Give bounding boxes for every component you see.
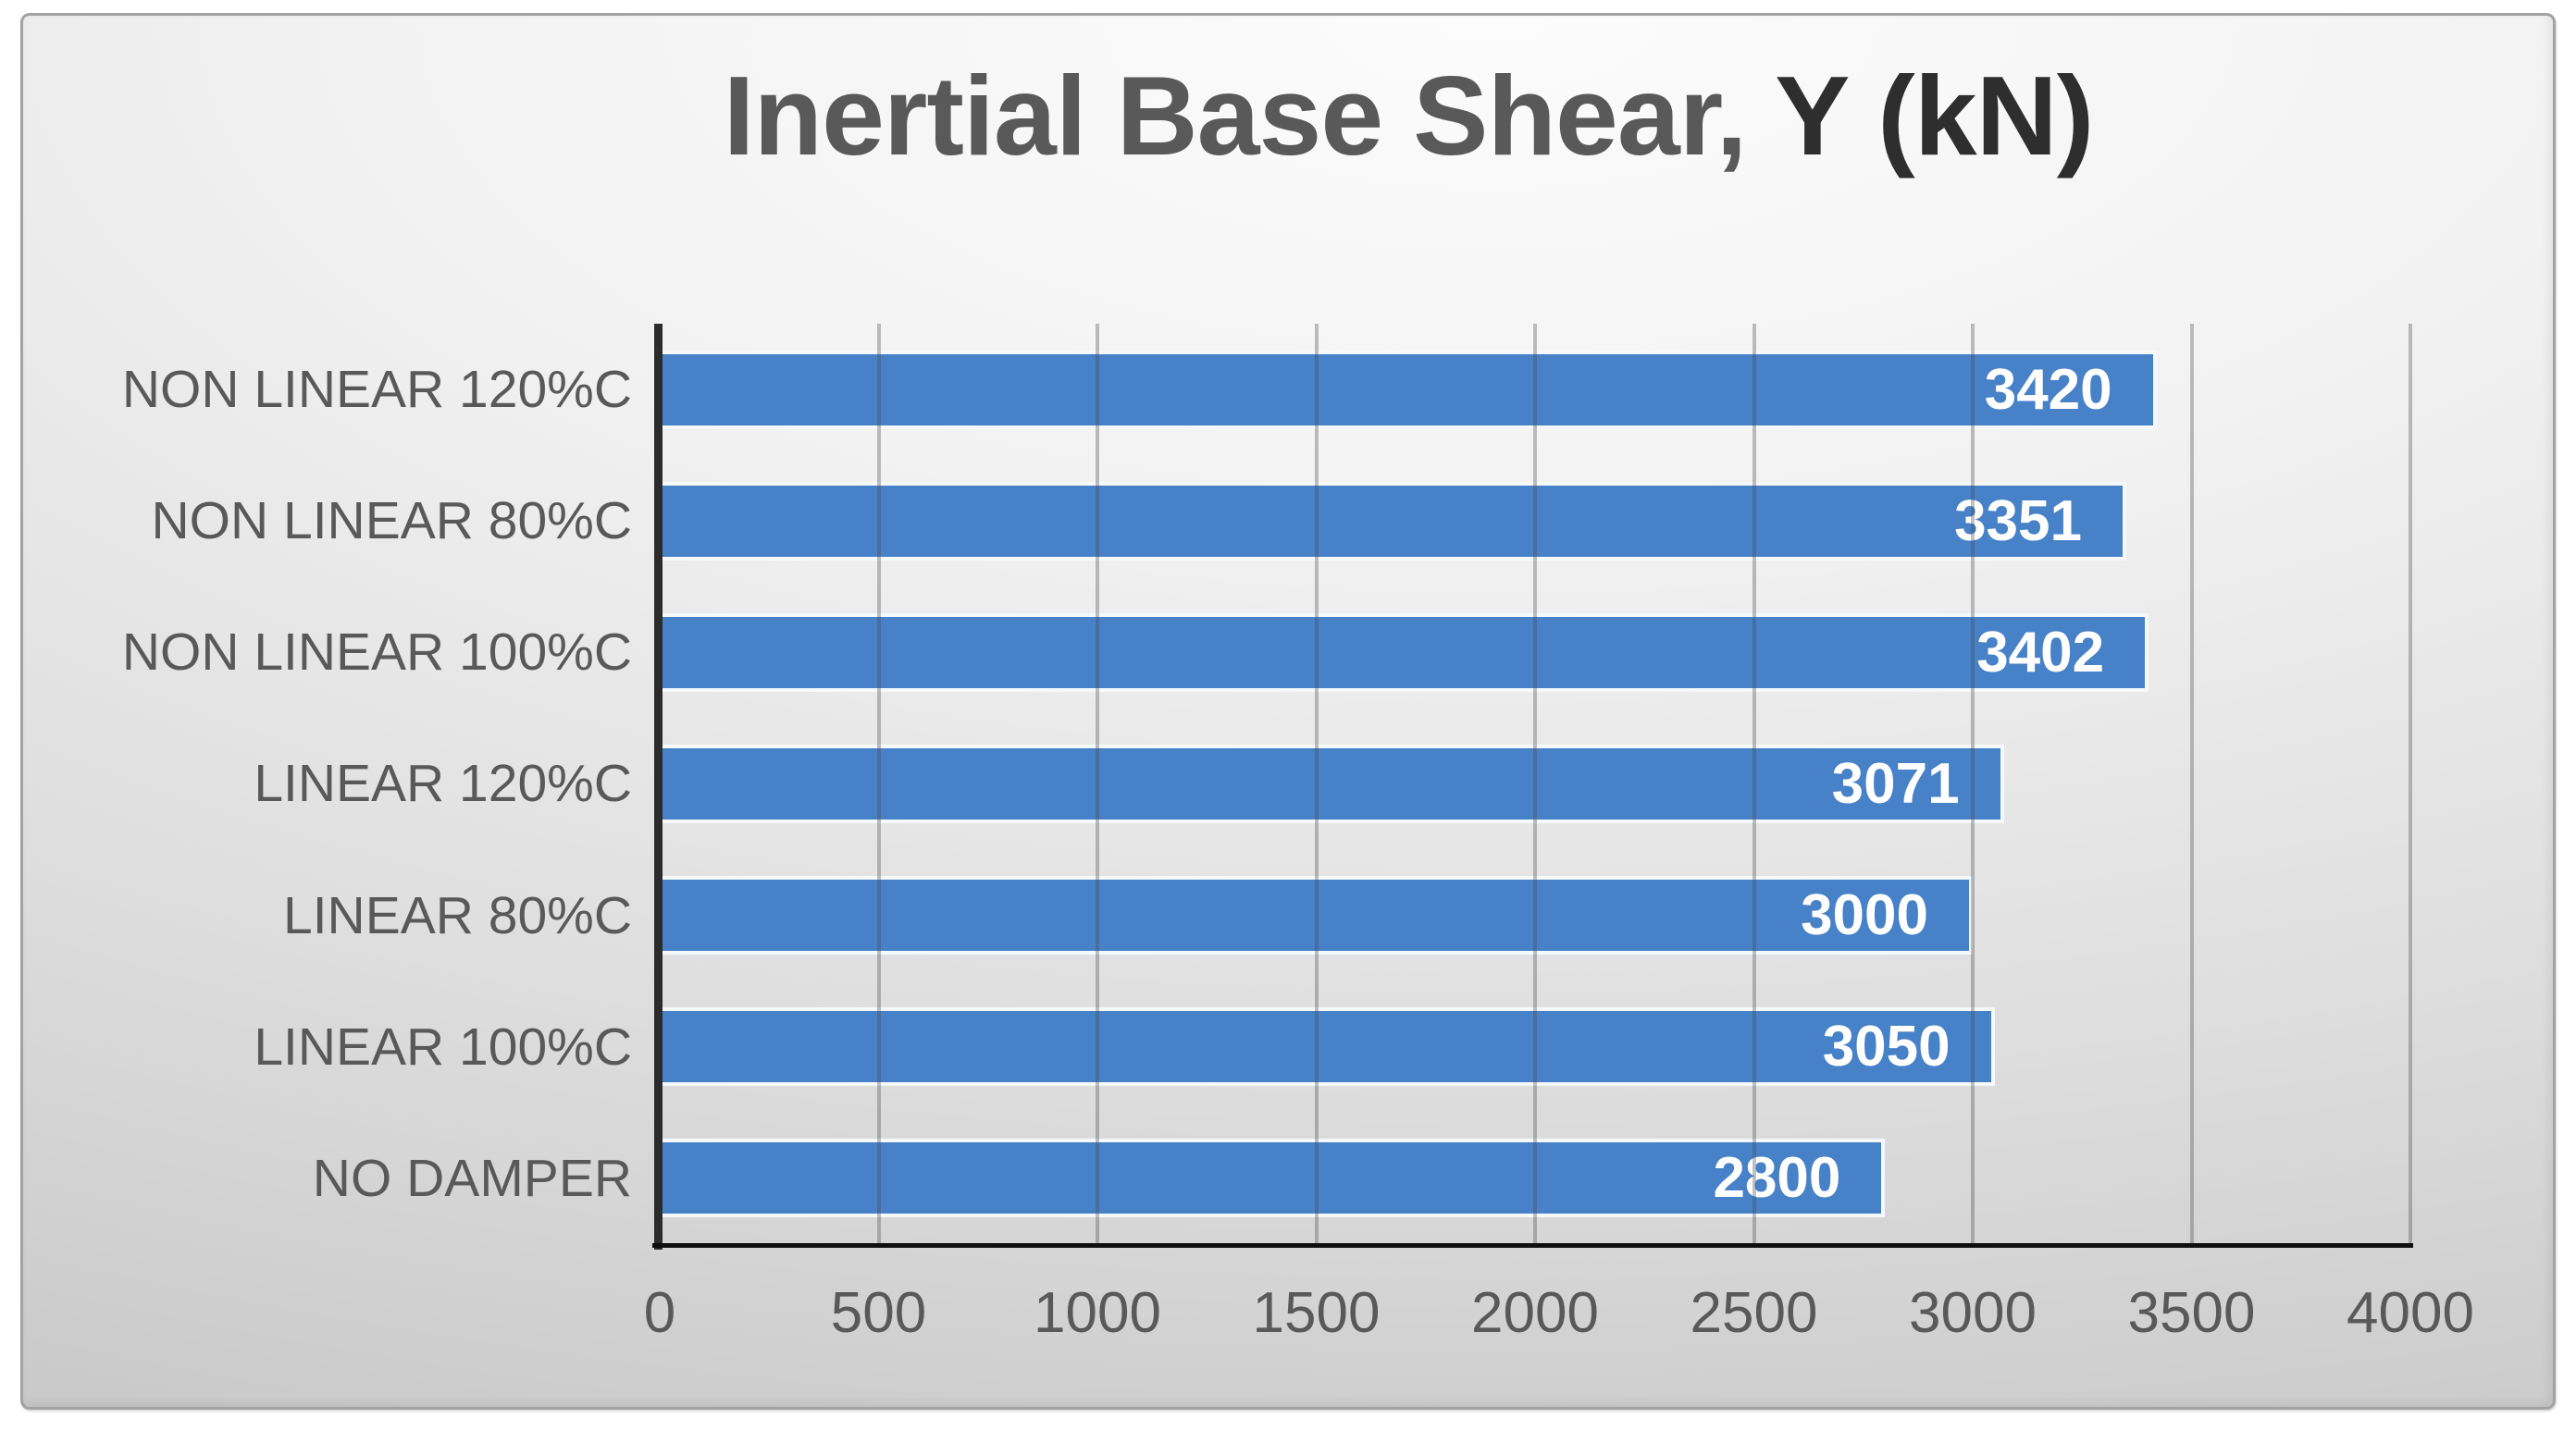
chart-frame: Inertial Base Shear, Y (kN) NON LINEAR 1… (20, 13, 2556, 1410)
bar-series: 3420 3351 3402 3071 3000 3050 2800 (660, 324, 2410, 1244)
category-label: NON LINEAR 100%C (121, 623, 632, 683)
gridline-2000 (1533, 324, 1537, 1244)
bar-band: 3351 (660, 455, 2410, 586)
x-tick-label: 1000 (1034, 1281, 1161, 1345)
gridline-1000 (1096, 324, 1099, 1244)
x-tick-label: 3500 (2127, 1281, 2256, 1345)
bar-non-linear-120-c: 3420 (660, 350, 2157, 429)
x-tick-label: 2000 (1471, 1281, 1599, 1345)
category-label: LINEAR 80%C (283, 885, 632, 945)
gridline-3500 (2189, 324, 2194, 1244)
bar-band: 2800 (660, 1113, 2410, 1244)
x-tick-label: 500 (830, 1281, 927, 1345)
chart-title: Inertial Base Shear, Y (kN) (23, 51, 2553, 180)
x-tick-label: 3000 (1909, 1281, 2037, 1345)
bar-value-label: 3000 (1801, 883, 1928, 948)
chart-title-main: Inertial Base Shear, (723, 53, 1748, 179)
category-label: NO DAMPER (312, 1148, 632, 1208)
bar-linear-100-c: 3050 (660, 1007, 1995, 1087)
x-tick-label: 2500 (1690, 1281, 1818, 1345)
bar-band: 3071 (660, 718, 2410, 849)
bar-no-damper: 2800 (660, 1139, 1886, 1218)
value-axis-tick-labels: 0 500 1000 1500 2000 2500 3000 3500 4000 (644, 1281, 2474, 1346)
gridline-1500 (1314, 324, 1319, 1244)
bar-value-label: 2800 (1713, 1146, 1841, 1211)
x-tick-label: 1500 (1252, 1281, 1381, 1345)
bar-value-label: 3420 (1984, 357, 2112, 422)
chart-title-space (1746, 53, 1775, 179)
bar-band: 3050 (660, 981, 2410, 1113)
bar-non-linear-100-c: 3402 (660, 612, 2149, 692)
bar-band: 3402 (660, 586, 2410, 718)
value-axis-line (652, 1243, 2413, 1248)
bar-value-label: 3050 (1822, 1015, 1951, 1079)
chart-title-unit: Y (kN) (1775, 53, 2094, 179)
category-axis-labels: NON LINEAR 120%C NON LINEAR 80%C NON LINEA… (36, 324, 632, 1244)
bar-value-label: 3402 (1976, 620, 2105, 684)
category-label: NON LINEAR 80%C (151, 491, 633, 551)
chart-title-text: Inertial Base Shear, Y (kN) (723, 51, 2095, 180)
bar-value-label: 3351 (1954, 488, 2083, 553)
bar-linear-80-c: 3000 (660, 876, 1973, 955)
bar-non-linear-80-c: 3351 (660, 481, 2127, 561)
bar-value-label: 3071 (1831, 751, 1960, 816)
gridline-4000 (2409, 324, 2412, 1244)
x-tick-label: 0 (643, 1281, 676, 1345)
gridline-500 (876, 324, 881, 1244)
x-tick-label: 4000 (2347, 1281, 2474, 1345)
gridline-2500 (1752, 324, 1756, 1244)
category-label: LINEAR 120%C (254, 754, 632, 814)
category-label: NON LINEAR 120%C (121, 360, 632, 420)
plot-area: 3420 3351 3402 3071 3000 3050 2800 (652, 324, 2413, 1250)
category-label: LINEAR 100%C (254, 1017, 632, 1077)
bar-band: 3000 (660, 850, 2410, 981)
bar-band: 3420 (660, 324, 2410, 455)
category-axis-line (654, 324, 663, 1250)
gridline-3000 (1971, 324, 1975, 1244)
bar-linear-120-c: 3071 (660, 744, 2004, 823)
